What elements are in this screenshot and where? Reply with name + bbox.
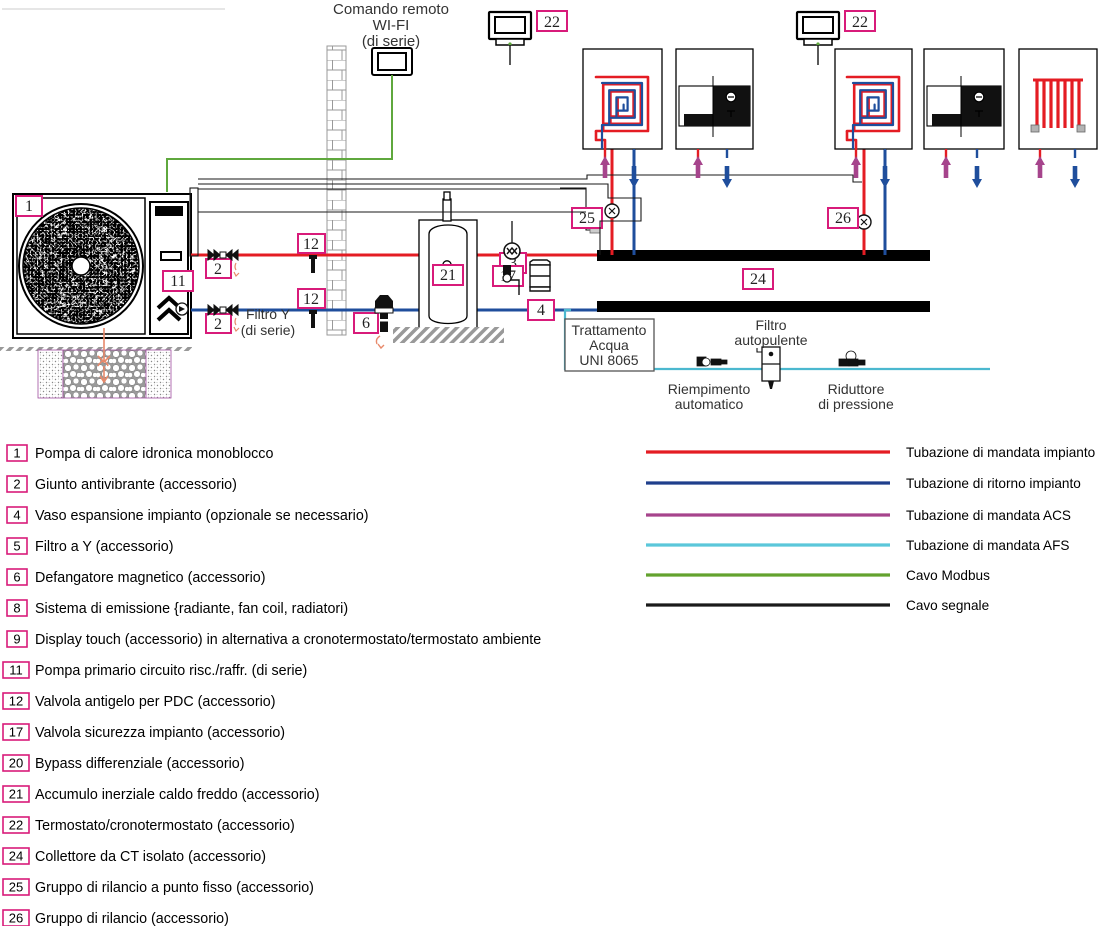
svg-text:20: 20 bbox=[9, 756, 23, 771]
svg-text:Vaso espansione impianto (opzi: Vaso espansione impianto (opzionale se n… bbox=[35, 508, 369, 524]
svg-text:Sistema di emissione {radiante: Sistema di emissione {radiante, fan coil… bbox=[35, 601, 348, 617]
svg-text:Valvola antigelo per PDC (acce: Valvola antigelo per PDC (accessorio) bbox=[35, 694, 276, 710]
svg-text:12: 12 bbox=[303, 291, 319, 308]
svg-text:Tubazione di ritorno impianto: Tubazione di ritorno impianto bbox=[906, 476, 1081, 491]
svg-text:9: 9 bbox=[13, 632, 20, 647]
svg-text:Accumulo inerziale caldo fredd: Accumulo inerziale caldo freddo (accesso… bbox=[35, 787, 319, 803]
svg-text:di pressione: di pressione bbox=[818, 396, 894, 412]
svg-text:1: 1 bbox=[13, 446, 20, 461]
svg-text:25: 25 bbox=[9, 880, 23, 895]
svg-text:4: 4 bbox=[537, 302, 545, 319]
svg-text:Riduttore: Riduttore bbox=[828, 381, 885, 397]
svg-text:Valvola sicurezza impianto (ac: Valvola sicurezza impianto (accessorio) bbox=[35, 725, 285, 741]
svg-text:12: 12 bbox=[303, 236, 319, 253]
svg-text:26: 26 bbox=[835, 210, 851, 227]
svg-text:WI-FI: WI-FI bbox=[373, 17, 410, 34]
svg-text:Gruppo di rilancio a punto fis: Gruppo di rilancio a punto fisso (access… bbox=[35, 880, 314, 896]
svg-text:21: 21 bbox=[9, 787, 23, 802]
svg-text:Collettore da CT isolato (acce: Collettore da CT isolato (accessorio) bbox=[35, 849, 266, 865]
svg-text:(di serie): (di serie) bbox=[241, 322, 295, 338]
svg-text:Bypass differenziale (accessor: Bypass differenziale (accessorio) bbox=[35, 756, 245, 772]
svg-text:22: 22 bbox=[852, 14, 868, 31]
svg-text:Filtro a Y (accessorio): Filtro a Y (accessorio) bbox=[35, 539, 174, 555]
svg-text:5: 5 bbox=[13, 539, 20, 554]
svg-text:22: 22 bbox=[544, 14, 560, 31]
svg-text:UNI 8065: UNI 8065 bbox=[579, 352, 638, 368]
svg-text:Acqua: Acqua bbox=[589, 337, 629, 353]
svg-text:21: 21 bbox=[440, 267, 456, 284]
svg-text:Riempimento: Riempimento bbox=[668, 381, 751, 397]
svg-text:Defangatore magnetico (accesso: Defangatore magnetico (accessorio) bbox=[35, 570, 265, 586]
svg-text:Trattamento: Trattamento bbox=[572, 322, 647, 338]
svg-text:Giunto antivibrante (accessori: Giunto antivibrante (accessorio) bbox=[35, 477, 237, 493]
svg-text:17: 17 bbox=[9, 725, 23, 740]
svg-text:Gruppo di rilancio (accessorio: Gruppo di rilancio (accessorio) bbox=[35, 911, 229, 926]
svg-text:1: 1 bbox=[25, 198, 33, 215]
svg-text:automatico: automatico bbox=[675, 396, 744, 412]
svg-text:2: 2 bbox=[214, 261, 222, 278]
svg-text:8: 8 bbox=[13, 601, 20, 616]
svg-text:Cavo Modbus: Cavo Modbus bbox=[906, 568, 990, 583]
svg-text:Filtro Y: Filtro Y bbox=[246, 306, 291, 322]
svg-text:Tubazione di mandata ACS: Tubazione di mandata ACS bbox=[906, 508, 1071, 523]
svg-text:26: 26 bbox=[9, 911, 23, 926]
svg-text:4: 4 bbox=[13, 508, 20, 523]
svg-text:Termostato/cronotermostato (ac: Termostato/cronotermostato (accessorio) bbox=[35, 818, 295, 834]
svg-text:Pompa primario circuito risc./: Pompa primario circuito risc./raffr. (di… bbox=[35, 663, 307, 679]
svg-text:12: 12 bbox=[9, 694, 23, 709]
svg-text:11: 11 bbox=[170, 273, 185, 290]
svg-text:11: 11 bbox=[9, 663, 23, 678]
svg-text:Tubazione di mandata impianto: Tubazione di mandata impianto bbox=[906, 445, 1095, 460]
svg-text:Comando remoto: Comando remoto bbox=[333, 1, 449, 18]
svg-text:Filtro: Filtro bbox=[755, 317, 786, 333]
svg-text:Tubazione di mandata AFS: Tubazione di mandata AFS bbox=[906, 538, 1069, 553]
svg-text:2: 2 bbox=[13, 477, 20, 492]
svg-text:24: 24 bbox=[750, 271, 766, 288]
svg-text:6: 6 bbox=[13, 570, 20, 585]
svg-text:6: 6 bbox=[362, 315, 370, 332]
svg-text:22: 22 bbox=[9, 818, 23, 833]
svg-text:2: 2 bbox=[214, 316, 222, 333]
svg-text:Cavo segnale: Cavo segnale bbox=[906, 598, 989, 613]
svg-text:Pompa di calore idronica monob: Pompa di calore idronica monoblocco bbox=[35, 446, 273, 462]
svg-text:24: 24 bbox=[9, 849, 23, 864]
svg-text:Display touch (accessorio) in: Display touch (accessorio) in alternativ… bbox=[35, 632, 541, 648]
svg-text:autopulente: autopulente bbox=[734, 332, 807, 348]
